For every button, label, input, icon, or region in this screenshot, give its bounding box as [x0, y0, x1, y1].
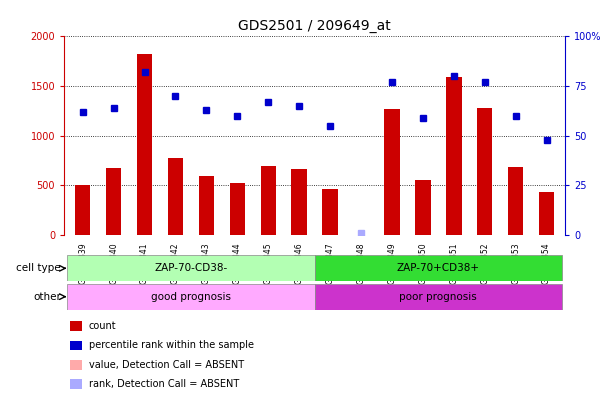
Bar: [323, 189, 338, 235]
Bar: [260, 166, 276, 235]
Bar: [67, 284, 315, 310]
Bar: [230, 183, 245, 235]
Bar: [75, 185, 90, 235]
Text: percentile rank within the sample: percentile rank within the sample: [89, 341, 254, 350]
Bar: [168, 158, 183, 235]
Bar: [199, 176, 214, 235]
Bar: [508, 167, 524, 235]
Bar: [415, 180, 431, 235]
Bar: [106, 168, 122, 235]
Bar: [315, 284, 562, 310]
Title: GDS2501 / 209649_at: GDS2501 / 209649_at: [238, 19, 391, 33]
Text: value, Detection Call = ABSENT: value, Detection Call = ABSENT: [89, 360, 244, 370]
Text: cell type: cell type: [16, 263, 61, 273]
Bar: [539, 192, 554, 235]
Text: ZAP-70-CD38-: ZAP-70-CD38-: [155, 263, 227, 273]
Bar: [315, 255, 562, 281]
Text: good prognosis: good prognosis: [151, 292, 231, 302]
Text: other: other: [33, 292, 61, 302]
Bar: [291, 169, 307, 235]
Text: rank, Detection Call = ABSENT: rank, Detection Call = ABSENT: [89, 379, 239, 389]
Text: count: count: [89, 321, 116, 331]
Text: poor prognosis: poor prognosis: [400, 292, 477, 302]
Text: ZAP-70+CD38+: ZAP-70+CD38+: [397, 263, 480, 273]
Bar: [384, 109, 400, 235]
Bar: [446, 77, 461, 235]
Bar: [477, 109, 492, 235]
Bar: [137, 54, 152, 235]
Bar: [67, 255, 315, 281]
